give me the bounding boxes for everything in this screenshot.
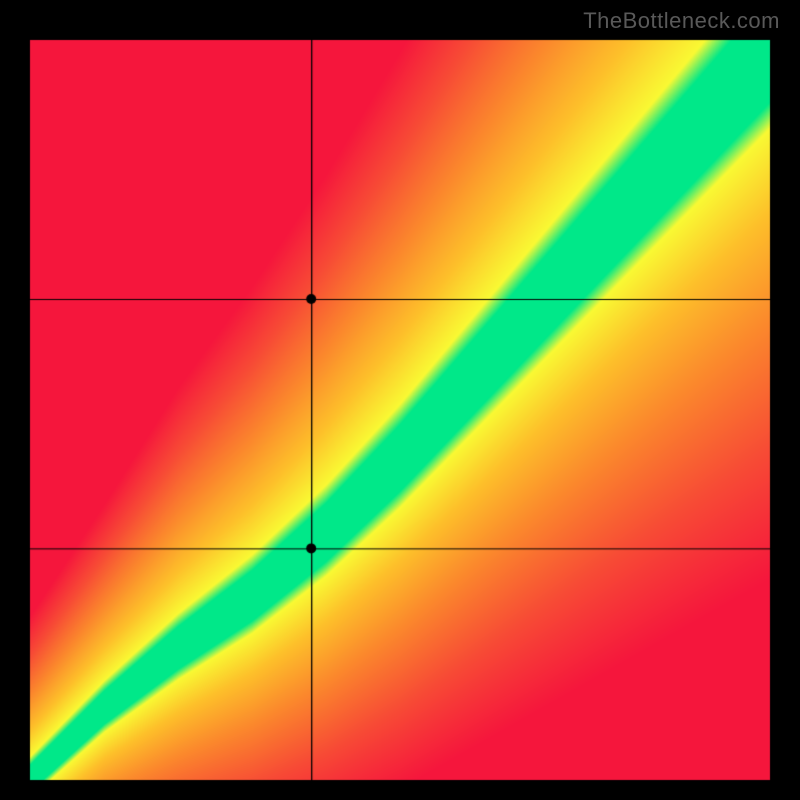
watermark-text: TheBottleneck.com xyxy=(583,8,780,34)
chart-container: TheBottleneck.com xyxy=(0,0,800,800)
heatmap-canvas xyxy=(0,0,800,800)
